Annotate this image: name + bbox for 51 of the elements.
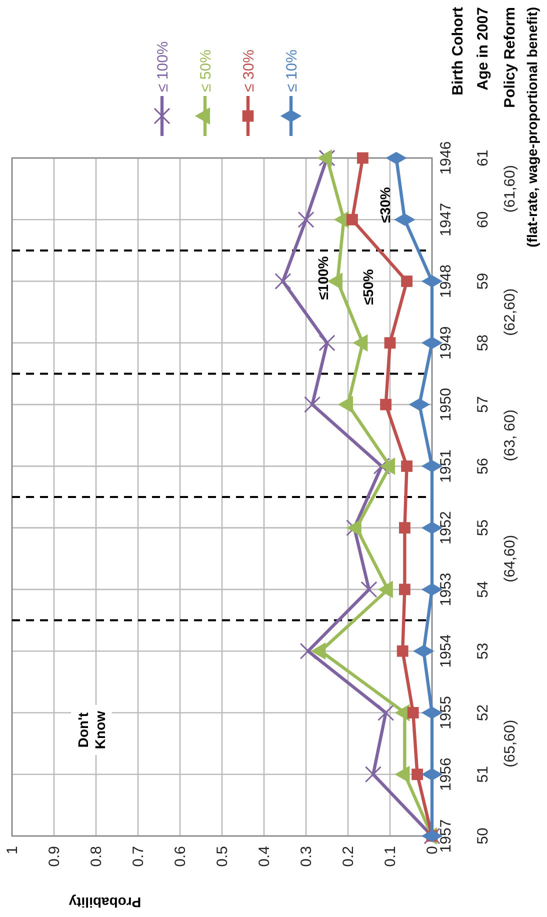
text: 60: [474, 211, 492, 228]
y-tick-label: 1949: [438, 326, 455, 360]
text: ≤ 10%: [283, 50, 300, 92]
text: ≤ 50%: [197, 50, 214, 92]
x-tick-label: 0.6: [172, 846, 189, 867]
text: (64,60): [502, 534, 518, 582]
text: 56: [474, 458, 492, 475]
y-tick-label: 1955: [438, 696, 455, 730]
y-tick-label: 1948: [438, 264, 455, 298]
text: 54: [474, 581, 492, 598]
y-tick-label: 1956: [438, 758, 455, 792]
x-tick-label: 1: [4, 846, 21, 854]
x-tick-label: 0.2: [340, 846, 357, 867]
x-axis-title: Probability: [68, 894, 142, 910]
x-tick-label: 0.5: [214, 846, 231, 867]
text: (63, 60): [502, 410, 518, 462]
y-tick-label: 1947: [438, 202, 455, 236]
annotation: ≤30%: [376, 186, 393, 223]
text: 58: [474, 334, 492, 352]
y-tick-label: 1953: [438, 572, 455, 606]
x-tick-label: 0.7: [130, 846, 147, 867]
y-axis-title: Birth Cohort: [450, 7, 466, 96]
x-tick-label: 0.1: [382, 846, 399, 867]
text: ≤ 100%: [154, 41, 172, 92]
text: 59: [474, 272, 492, 290]
y-tick-label: 1950: [438, 388, 455, 422]
annotation: ≤100%: [314, 256, 331, 300]
text: (61,60): [502, 165, 518, 213]
x-tick-label: 0.3: [298, 846, 315, 867]
text: 53: [474, 642, 492, 660]
text: (62,60): [502, 288, 518, 336]
text: 61: [474, 150, 492, 166]
x-tick-label: 0.9: [46, 846, 63, 867]
text: 57: [474, 396, 492, 413]
text: 55: [474, 519, 492, 536]
text: 51: [474, 766, 492, 783]
y-tick-label: 1952: [438, 511, 455, 545]
text: (65,60): [502, 720, 518, 768]
text: (flat-rate, wage-proportional benefit): [524, 7, 540, 248]
y-tick-label: 1946: [438, 141, 455, 175]
annotation: Don't Know: [75, 710, 108, 750]
annotation: ≤50%: [360, 268, 376, 305]
x-tick-label: 0.8: [88, 846, 105, 867]
text: Policy Reform: [502, 7, 518, 108]
text: 50: [474, 828, 492, 844]
x-tick-label: 0.4: [256, 846, 273, 867]
text: 52: [474, 704, 492, 722]
text: ≤ 30%: [240, 50, 258, 92]
y-tick-label: 1954: [438, 634, 455, 668]
text: Age in 2007: [474, 7, 492, 90]
y-tick-label: 1951: [438, 449, 455, 483]
